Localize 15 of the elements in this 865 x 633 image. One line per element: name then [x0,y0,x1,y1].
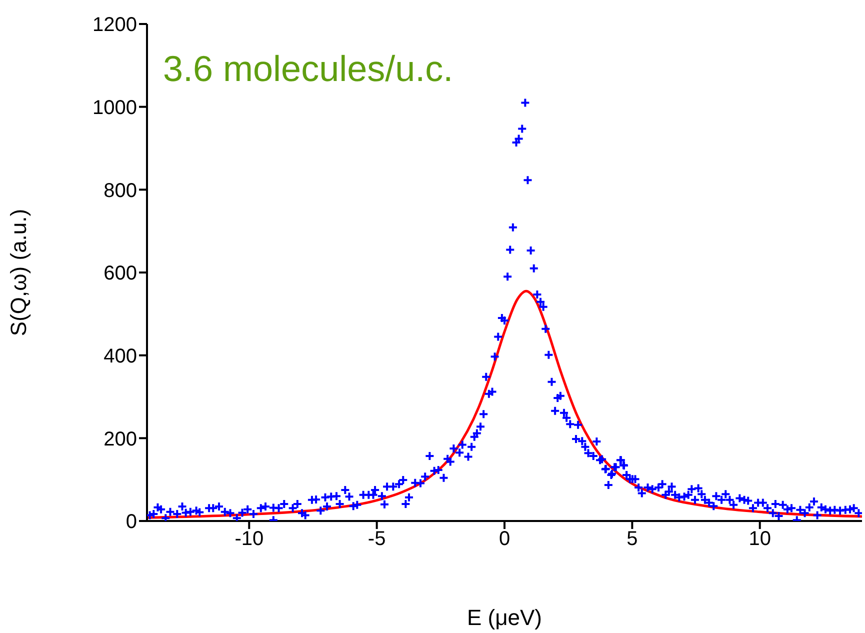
x-tick-label: 5 [626,528,638,550]
y-tick-label: 400 [104,345,137,368]
y-tick-label: 1000 [92,96,137,119]
x-tick-label: 10 [748,528,771,550]
y-tick-label: 800 [104,180,137,202]
x-tick-label: 0 [498,528,510,550]
y-tick-label: 1200 [92,14,137,36]
x-axis-title: E (μeV) [466,605,542,630]
y-tick-label: 200 [104,428,137,450]
y-tick-label: 0 [126,511,137,534]
y-axis-title: S(Q,ω) (a.u.) [6,208,31,336]
y-tick-label: 600 [104,262,137,285]
x-tick-label: -5 [368,528,386,550]
annotation: 3.6 molecules/u.c. [163,48,454,90]
x-tick-label: -10 [234,528,264,550]
